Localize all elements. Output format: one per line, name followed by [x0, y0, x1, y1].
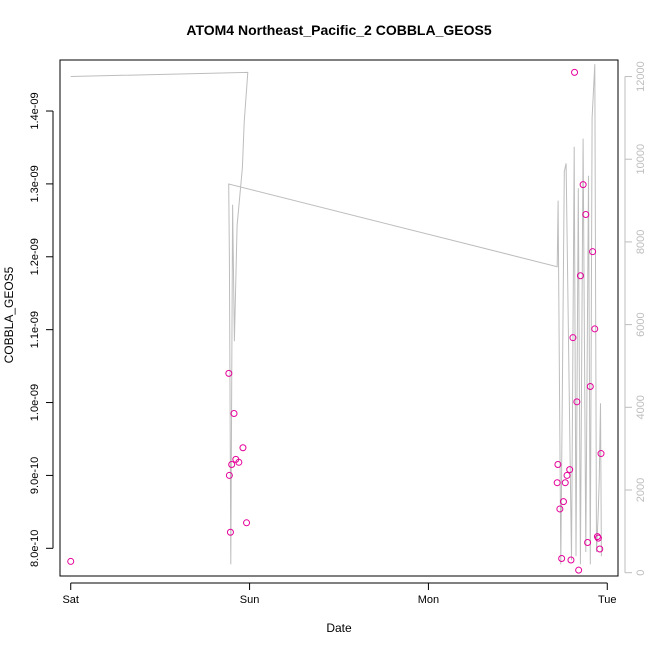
data-point	[575, 566, 583, 574]
y-tick-label: 1.4e-09	[29, 92, 41, 129]
altitude-line	[70, 64, 602, 565]
data-point	[571, 68, 579, 76]
x-tick-label: Tue	[598, 594, 617, 606]
y-axis-label: COBBLA_GEOS5	[2, 266, 16, 363]
data-point	[593, 533, 601, 541]
y-tick-label: 1.3e-09	[29, 165, 41, 202]
data-point	[561, 479, 569, 487]
data-point	[225, 471, 233, 479]
data-point	[567, 556, 575, 564]
secondary-tick-label: 2000	[635, 478, 647, 502]
data-point	[569, 334, 577, 342]
data-point	[225, 369, 233, 377]
chart-title: ATOM4 Northeast_Pacific_2 COBBLA_GEOS5	[186, 22, 491, 38]
data-point	[239, 444, 247, 452]
data-point	[591, 325, 599, 333]
data-point	[226, 528, 234, 536]
altitude-layer	[70, 64, 602, 565]
plot-frame	[59, 59, 619, 577]
y-tick-label: 9.0e-10	[29, 457, 41, 494]
secondary-tick-label: 12000	[635, 61, 647, 92]
data-point	[554, 460, 562, 468]
data-point	[559, 498, 567, 506]
data-point	[596, 545, 604, 553]
x-tick-label: Sun	[240, 594, 260, 606]
data-point	[573, 398, 581, 406]
data-point	[230, 409, 238, 417]
y-tick-label: 1.2e-09	[29, 238, 41, 275]
secondary-tick-label: 4000	[635, 395, 647, 419]
data-point	[553, 479, 561, 487]
secondary-tick-label: 8000	[635, 230, 647, 254]
secondary-tick-label: 0	[635, 570, 647, 576]
data-point	[563, 471, 571, 479]
data-point	[594, 534, 602, 542]
x-tick-label: Sat	[62, 594, 79, 606]
data-points	[67, 68, 605, 574]
x-axis-label: Date	[326, 621, 352, 635]
secondary-tick-label: 10000	[635, 144, 647, 175]
data-point	[576, 272, 584, 280]
axes: Sat Sun Mon Tue 8.0e-10 9.0e-10 1.0e-09 1.1e-09…	[29, 61, 647, 606]
data-point	[584, 538, 592, 546]
data-point	[243, 519, 251, 527]
data-point	[235, 458, 243, 466]
data-point	[558, 555, 566, 563]
data-point	[566, 466, 574, 474]
data-point	[67, 557, 75, 565]
y-tick-label: 8.0e-10	[29, 530, 41, 567]
data-point	[556, 505, 564, 513]
data-point	[582, 211, 590, 219]
data-point	[597, 450, 605, 458]
secondary-tick-label: 6000	[635, 312, 647, 336]
y-tick-label: 1.1e-09	[29, 311, 41, 348]
x-tick-label: Mon	[418, 594, 439, 606]
data-point	[589, 248, 597, 256]
data-point	[586, 383, 594, 391]
data-point	[228, 460, 236, 468]
data-point	[579, 181, 587, 189]
y-tick-label: 1.0e-09	[29, 384, 41, 421]
